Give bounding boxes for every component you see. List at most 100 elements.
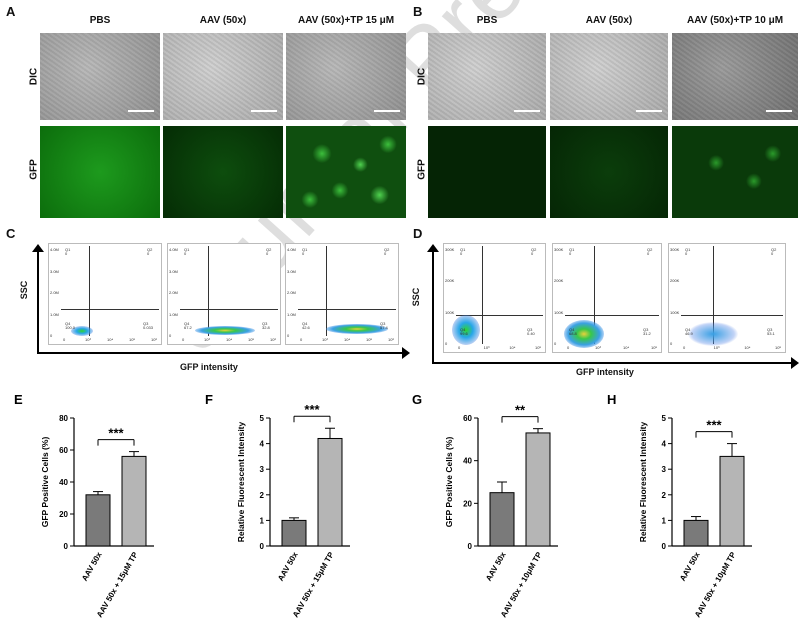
quadrant-value: 31.2 [643, 331, 651, 337]
quadrant-label: Q1 0 [460, 248, 465, 256]
flow-y-tick: 3.0M [287, 268, 296, 274]
quadrant-name: Q1 [460, 247, 466, 252]
flow-y-tick: 1.0M [287, 311, 296, 317]
panel-d-y-arrow [432, 248, 434, 363]
quadrant-gate-vertical [594, 246, 596, 344]
flow-x-tick: 10⁴ [226, 337, 233, 342]
micrograph-b-gfp-pbs [428, 126, 546, 218]
quadrant-name: Q3 [262, 321, 268, 326]
quadrant-value: 0 [302, 251, 305, 256]
flow-x-tick: 0 [182, 337, 185, 342]
quadrant-label: Q1 0 [569, 248, 574, 256]
y-tick-label: 5 [260, 414, 265, 423]
quadrant-gate-vertical [482, 246, 484, 344]
flow-y-tick: 2.0M [169, 290, 178, 295]
quadrant-name: Q4 [302, 321, 308, 326]
flow-x-tick: 10⁵ [248, 337, 255, 342]
quadrant-name: Q1 [184, 247, 190, 252]
quadrant-value: 0 [384, 251, 387, 256]
category-label: AAV 50x [80, 550, 104, 583]
quadrant-label: Q3 31.2 [643, 328, 651, 336]
bar [85, 494, 111, 547]
flow-x-tick: 10⁵ [775, 345, 782, 350]
flow-plot: 300K 200K 100K 0 0 10³ 10⁴ 10⁵ Q1 0 Q2 0 Q4 68.8 Q3 31.… [552, 243, 662, 353]
quadrant-gate-horizontal [61, 309, 159, 310]
category-label: AAV 50x [678, 550, 702, 583]
micrograph-a-gfp-aav [163, 126, 283, 218]
panel-d-x-arrow [432, 362, 795, 364]
flow-plot: 300K 200K 100K 0 0 10³ 10⁴ 10⁵ Q1 0 Q2 0 Q4 46.9 Q3 53.… [668, 243, 786, 353]
flow-y-tick: 1.0M [50, 311, 59, 317]
quadrant-label: Q4 68.8 [569, 328, 577, 336]
flow-x-tick: 10⁵ [651, 345, 658, 350]
scale-bar [128, 110, 154, 112]
quadrant-value: 67.2 [184, 325, 192, 330]
quadrant-value: 57.4 [380, 325, 388, 330]
micrograph-a-gfp-aav-tp [286, 126, 406, 218]
quadrant-value: 32.8 [262, 325, 270, 330]
quadrant-value: 0 [647, 251, 650, 256]
flow-plot: 300K 200K 100K 0 0 10³ 10⁴ 10⁵ Q1 0 Q2 0 Q4 99.6 Q3 0.4… [443, 243, 546, 353]
y-tick-label: 1 [260, 516, 265, 525]
flow-y-tick: 0 [670, 341, 673, 346]
category-label: AAV 50x + 10μM TP [693, 550, 738, 619]
panel-c-x-arrow [37, 352, 405, 354]
panel-b-row-gfp: GFP [416, 159, 428, 180]
y-tick-label: 5 [662, 414, 667, 423]
panel-a-row-gfp: GFP [28, 159, 40, 180]
quadrant-label: Q4 100.0 [65, 322, 75, 330]
quadrant-label: Q3 32.8 [262, 322, 270, 330]
significance-stars: *** [706, 418, 722, 433]
quadrant-label: Q1 0 [685, 248, 690, 256]
quadrant-gate-horizontal [681, 315, 783, 317]
bar [281, 519, 307, 547]
bar [317, 437, 343, 547]
panel-c-y-arrowhead [32, 244, 44, 252]
flow-y-tick: 0 [445, 341, 448, 346]
micrograph-b-dic-aav [550, 33, 668, 120]
flow-y-tick: 2.0M [50, 290, 59, 295]
quadrant-name: Q2 [266, 247, 272, 252]
quadrant-name: Q3 [643, 327, 649, 333]
flow-y-tick: 4.0M [169, 247, 178, 252]
quadrant-name: Q2 [771, 247, 777, 252]
panel-b-col-1: PBS [476, 15, 498, 26]
panel-d-xlabel: GFP intensity [576, 367, 634, 377]
quadrant-name: Q1 [302, 247, 308, 252]
micrograph-b-dic-pbs [428, 33, 546, 120]
quadrant-gate-horizontal [298, 309, 396, 310]
quadrant-value: 46.9 [685, 331, 693, 337]
quadrant-name: Q2 [647, 247, 653, 252]
category-label: AAV 50x + 15μM TP [95, 550, 140, 619]
flow-x-tick: 0 [683, 345, 686, 350]
quadrant-label: Q2 0 [531, 248, 536, 256]
quadrant-label: Q1 0 [65, 248, 70, 256]
quadrant-label: Q3 0.40 [527, 328, 535, 336]
quadrant-label: Q4 67.2 [184, 322, 192, 330]
quadrant-label: Q3 57.4 [380, 322, 388, 330]
panel-label: H [607, 392, 616, 407]
flow-x-tick: 0 [458, 345, 461, 350]
y-axis-label: GFP Positive Cells (%) [444, 437, 454, 528]
flow-y-tick: 0 [50, 333, 53, 338]
category-label: AAV 50x [484, 550, 508, 583]
y-axis-label: Relative Fluorescent Intensity [236, 422, 246, 543]
scale-bar [766, 110, 792, 112]
panel-d-y-arrowhead [427, 244, 439, 252]
flow-y-tick: 0 [554, 341, 557, 346]
bar [719, 455, 745, 547]
quadrant-gate-horizontal [180, 309, 278, 310]
y-tick-label: 20 [59, 510, 68, 519]
category-label: AAV 50x + 10μM TP [499, 550, 544, 619]
bar [525, 432, 551, 547]
micrograph-a-gfp-pbs [40, 126, 160, 218]
panel-label-d: D [413, 226, 423, 241]
flow-x-tick: 10³ [483, 345, 490, 350]
flow-x-tick: 10⁶ [151, 337, 158, 342]
flow-y-tick: 0 [287, 333, 290, 338]
quadrant-label: Q3 53.1 [767, 328, 775, 336]
flow-y-tick: 100K [445, 309, 455, 315]
flow-y-tick: 4.0M [50, 247, 59, 252]
quadrant-name: Q2 [147, 247, 153, 252]
quadrant-value: 99.6 [460, 331, 468, 337]
